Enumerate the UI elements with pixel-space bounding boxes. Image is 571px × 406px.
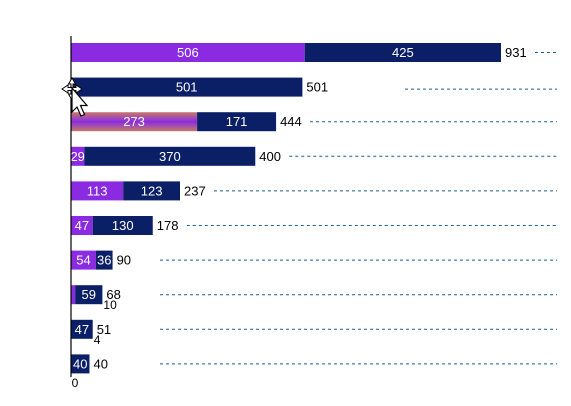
bar-value-label-navy: 171: [226, 114, 248, 129]
bar-value-label-navy: 36: [97, 253, 111, 268]
bar-value-label-navy: 370: [159, 149, 181, 164]
bar-total-label: 444: [280, 114, 302, 129]
bar-total-label: 237: [184, 183, 206, 198]
bar-value-label-navy: 47: [75, 322, 89, 337]
bar-total-label: 400: [259, 149, 281, 164]
bar-value-label-purple: 113: [87, 183, 108, 198]
bar-segment-navy: [92, 216, 153, 235]
bar-total-label: 90: [117, 253, 131, 268]
bar-segment-purple: [71, 43, 305, 62]
bar-value-label-navy: 425: [392, 45, 414, 60]
bar-segment-navy: [84, 146, 256, 166]
bar-segment-purple: [71, 112, 198, 132]
bar-segment-navy: [123, 181, 181, 201]
bar-total-label: 40: [93, 356, 107, 371]
bar-segment-purple: [71, 216, 93, 235]
bar-segment-purple: [71, 146, 85, 166]
bar-segment-navy: [75, 285, 103, 305]
bar-total-label: 51: [97, 322, 111, 337]
bar-value-label-navy: 40: [73, 356, 87, 371]
bar-segment-purple: [71, 250, 96, 270]
bar-segment-navy: [95, 250, 113, 270]
bar-total-label: 68: [106, 287, 120, 302]
bar-value-label-navy: 501: [176, 80, 198, 95]
bar-total-label: 501: [306, 80, 328, 95]
bar-total-label: 178: [157, 218, 179, 233]
bar-segment-navy: [71, 319, 93, 339]
bar-segment-purple: [71, 285, 76, 305]
bar-segment-navy: [304, 43, 501, 62]
bar-value-label-navy: 123: [141, 183, 163, 198]
bar-segment-purple: [71, 181, 124, 201]
x-axis-zero-label: 0: [72, 376, 79, 390]
bar-total-label: 931: [505, 45, 527, 60]
bar-extra-label: 10: [103, 298, 117, 312]
bar-value-label-purple: 47: [75, 218, 89, 233]
bars-layer: 506 425 931 501 501 273 171 444 29 370 400 113 123 23…: [70, 43, 557, 374]
bar-value-label-purple: 54: [76, 253, 90, 268]
bar-value-label-purple: 506: [177, 45, 199, 60]
bar-value-label-purple: 29: [70, 149, 84, 164]
bar-value-label-navy: 59: [82, 287, 96, 302]
bar-value-label-purple: 273: [123, 114, 145, 129]
bar-segment-navy: [197, 112, 277, 132]
bar-segment-navy: [71, 77, 303, 97]
bar-value-label-navy: 130: [112, 218, 134, 233]
bar-segment-navy: [71, 354, 90, 374]
bar-extra-label: 4: [94, 333, 101, 347]
